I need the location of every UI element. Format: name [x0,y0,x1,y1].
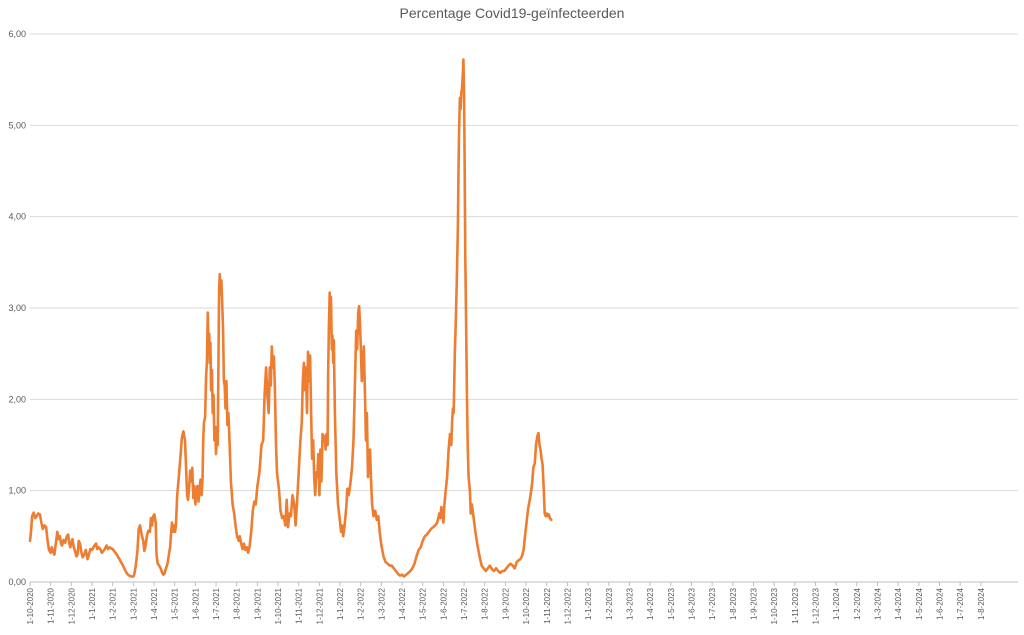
y-tick-label: 1,00 [8,486,26,496]
x-tick-label: 1-10-2023 [770,587,779,624]
x-tick-label: 1-6-2024 [935,587,944,620]
x-tick-label: 1-4-2023 [646,587,655,620]
x-tick-label: 1-7-2021 [212,587,221,620]
x-tick-label: 1-7-2024 [956,587,965,620]
x-tick-label: 1-7-2023 [708,587,717,620]
x-tick-label: 1-9-2021 [253,587,262,620]
x-tick-label: 1-5-2021 [171,587,180,620]
x-tick-label: 1-4-2024 [894,587,903,620]
x-tick-label: 1-11-2021 [295,587,304,623]
x-tick-label: 1-10-2022 [522,587,531,624]
y-axis-tick-labels: 0,00 1,00 2,00 3,00 4,00 5,00 6,00 [8,29,26,587]
x-tick-label: 1-8-2022 [481,587,490,620]
gridlines [30,33,1018,492]
x-tick-label: 1-4-2022 [398,587,407,620]
x-tick-label: 1-7-2022 [460,587,469,620]
x-tick-label: 1-5-2022 [419,587,428,620]
x-tick-label: 1-11-2022 [543,587,552,623]
y-tick-label: 5,00 [8,120,26,130]
x-tick-label: 1-12-2020 [67,587,76,624]
x-tick-label: 1-2-2024 [853,587,862,620]
x-tick-label: 1-1-2024 [832,587,841,620]
x-tick-label: 1-6-2021 [191,587,200,620]
x-tick-label: 1-11-2023 [791,587,800,623]
chart-title: Percentage Covid19-geïnfecteerden [400,5,625,21]
series-line [28,58,553,578]
x-tick-label: 1-11-2020 [47,587,56,623]
x-tick-label: 1-8-2024 [977,587,986,620]
x-tick-label: 1-3-2023 [625,587,634,620]
x-tick-label: 1-5-2024 [915,587,924,620]
y-tick-label: 4,00 [8,212,26,222]
y-tick-label: 0,00 [8,577,26,587]
x-tick-label: 1-4-2021 [150,587,159,620]
x-tick-label: 1-8-2021 [233,587,242,620]
x-tick-label: 1-10-2021 [274,587,283,624]
x-tick-label: 1-3-2024 [873,587,882,620]
x-tick-label: 1-9-2022 [501,587,510,620]
x-tick-label: 1-3-2022 [377,587,386,620]
x-tick-label: 1-2-2023 [605,587,614,620]
x-tick-label: 1-12-2022 [563,587,572,624]
x-tick-label: 1-1-2021 [88,587,97,620]
x-tick-label: 1-9-2023 [749,587,758,620]
y-tick-label: 3,00 [8,303,26,313]
series-group [28,58,553,578]
x-tick-label: 1-6-2023 [687,587,696,620]
x-tick-label: 1-6-2022 [439,587,448,620]
x-tick-label: 1-8-2023 [729,587,738,620]
x-tick-label: 1-3-2021 [129,587,138,620]
y-tick-label: 2,00 [8,394,26,404]
x-tick-label: 1-12-2021 [315,587,324,624]
x-tick-label: 1-10-2020 [26,587,35,624]
x-tick-label: 1-12-2023 [811,587,820,624]
x-tick-label: 1-5-2023 [667,587,676,620]
x-axis-tick-labels: 1-10-2020 1-11-2020 1-12-2020 1-1-2021 1-2-2… [26,582,986,624]
x-tick-label: 1-2-2022 [357,587,366,620]
x-tick-label: 1-1-2023 [584,587,593,620]
x-tick-label: 1-1-2022 [336,587,345,620]
x-tick-label: 1-2-2021 [109,587,118,620]
y-tick-label: 6,00 [8,29,26,39]
